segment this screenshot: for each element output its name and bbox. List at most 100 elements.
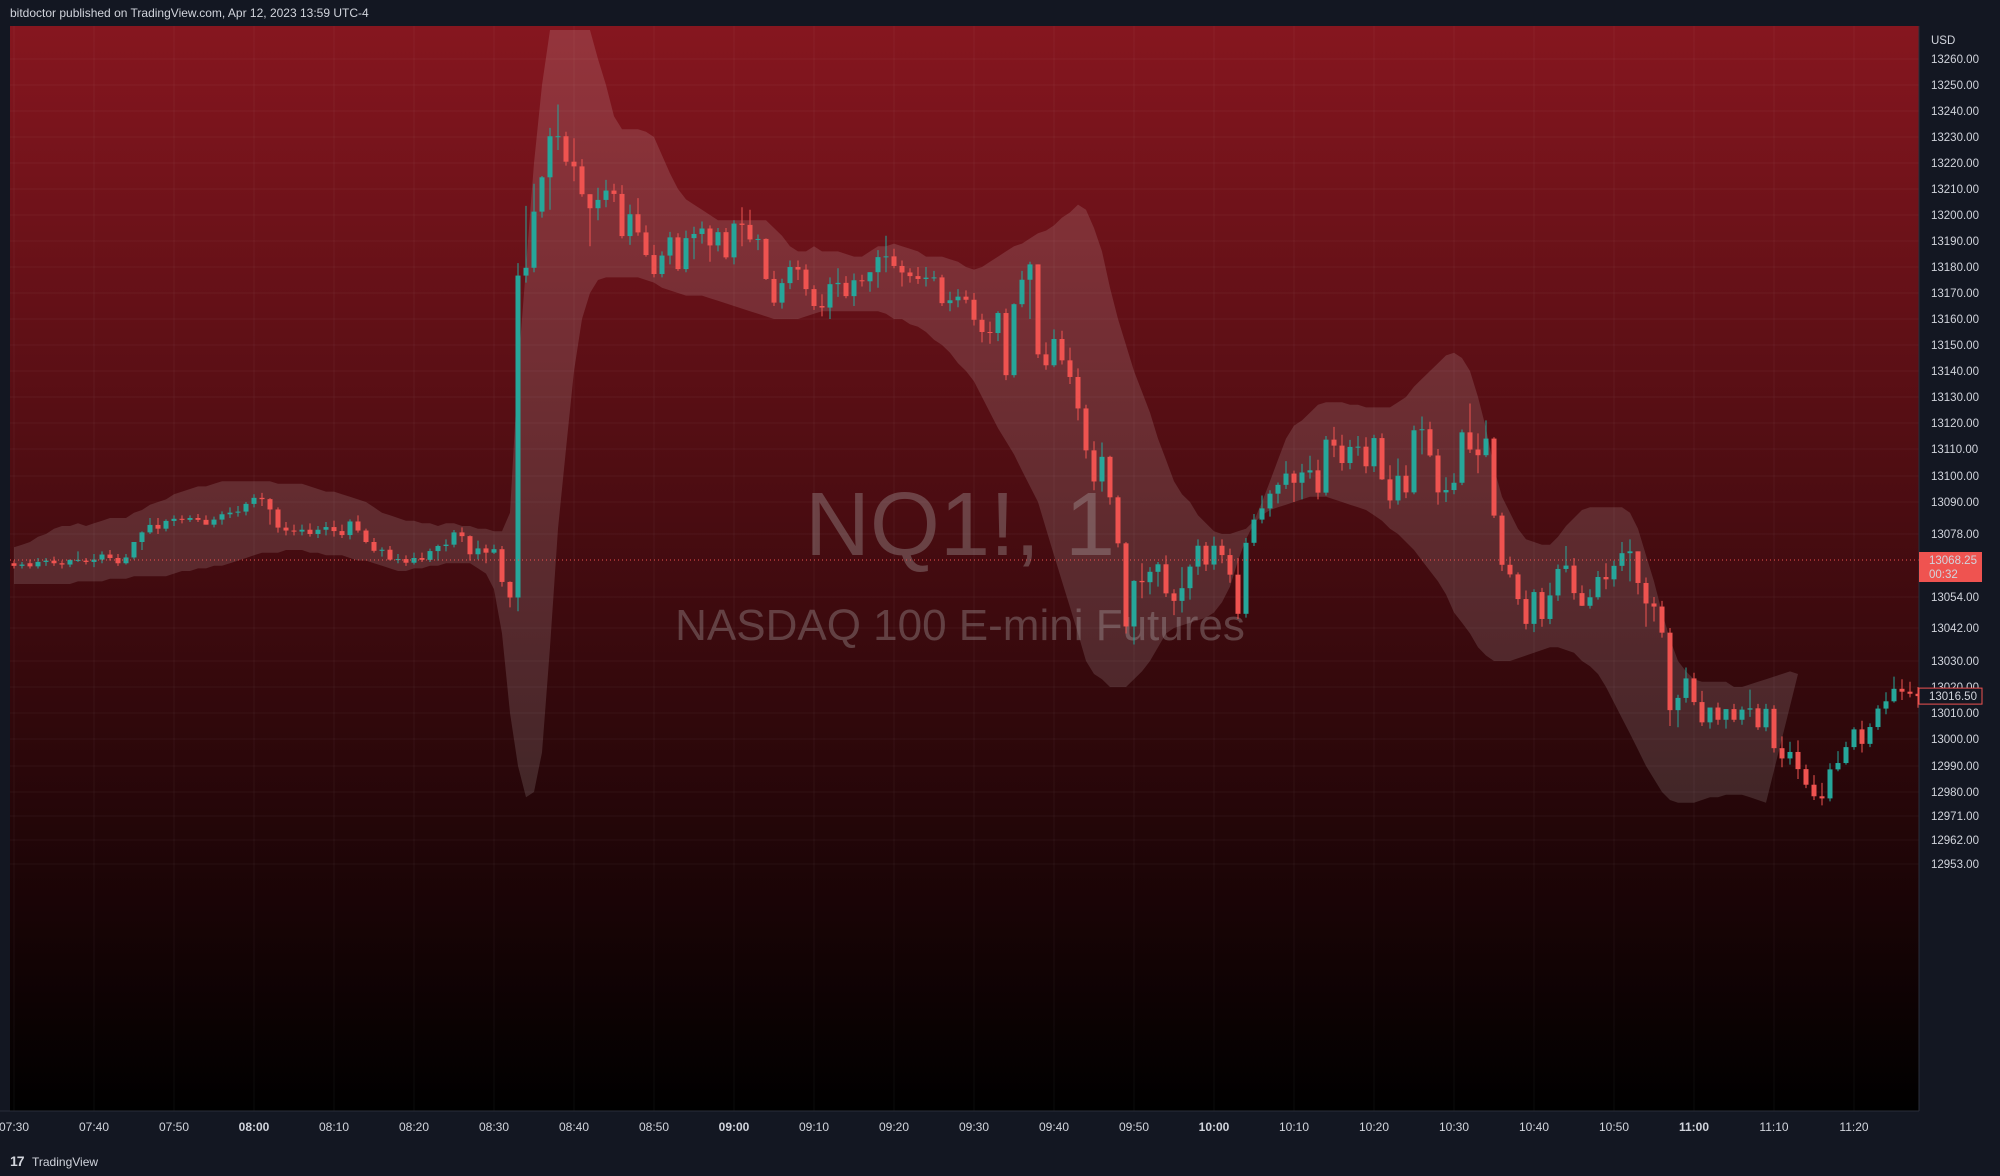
tradingview-logo-icon[interactable]: 17 xyxy=(10,1153,25,1169)
candle xyxy=(259,492,265,506)
candle-body xyxy=(1115,497,1121,544)
price-tick: 13042.00 xyxy=(1931,623,1979,635)
candle-body xyxy=(1003,313,1009,376)
candle xyxy=(747,209,753,243)
price-tick: 13090.00 xyxy=(1931,497,1979,509)
candle xyxy=(1787,741,1793,765)
candle-body xyxy=(579,166,585,195)
candle-body xyxy=(227,512,233,515)
candle-body xyxy=(1139,580,1145,583)
candle xyxy=(947,291,953,312)
candle-body xyxy=(1739,709,1745,720)
price-tick: 13110.00 xyxy=(1931,444,1978,456)
candle-body xyxy=(1123,543,1129,627)
candle-body xyxy=(627,214,633,237)
candle-body xyxy=(1259,508,1265,520)
candle xyxy=(235,506,241,517)
candle-body xyxy=(467,536,473,555)
candle xyxy=(275,507,281,533)
candle-body xyxy=(547,136,553,178)
candle xyxy=(867,272,873,292)
candle-body xyxy=(1459,432,1465,483)
time-tick: 07:30 xyxy=(0,1120,29,1134)
candle xyxy=(1499,512,1505,572)
candle xyxy=(1843,741,1849,765)
candle xyxy=(1395,458,1401,505)
candle xyxy=(763,238,769,280)
candle xyxy=(1387,465,1393,509)
candle xyxy=(707,225,713,262)
candle-body xyxy=(1227,555,1233,575)
candle-body xyxy=(1883,701,1889,709)
price-chart[interactable]: NQ1!, 1 NASDAQ 100 E-mini Futures USD 13… xyxy=(0,0,2000,1146)
candle xyxy=(1547,582,1553,625)
candle xyxy=(539,176,545,218)
candle xyxy=(1099,442,1105,492)
candle-body xyxy=(1691,678,1697,703)
candle xyxy=(1403,465,1409,499)
candle-body xyxy=(995,313,1001,334)
candle xyxy=(1243,538,1249,618)
candle-body xyxy=(323,527,329,530)
candle-body xyxy=(915,276,921,279)
candle xyxy=(1475,433,1481,474)
candle xyxy=(1179,567,1185,613)
candle-body xyxy=(675,237,681,270)
candle xyxy=(1675,694,1681,728)
candle xyxy=(507,581,513,608)
candle xyxy=(1275,482,1281,504)
currency-label: USD xyxy=(1931,35,1955,47)
candle-body xyxy=(1315,470,1321,493)
price-tick: 13078.00 xyxy=(1931,529,1979,541)
price-ticks: 13260.00 13250.00 13240.00 13230.00 13220.00… xyxy=(1931,54,1979,871)
candle-body xyxy=(1507,564,1513,575)
candle-body xyxy=(347,521,353,536)
candle xyxy=(1835,751,1841,772)
candle xyxy=(643,225,649,257)
candle-body xyxy=(1891,688,1897,702)
time-tick: 10:20 xyxy=(1359,1120,1389,1134)
candle xyxy=(155,518,161,534)
candle xyxy=(1715,702,1721,725)
price-tick: 13010.00 xyxy=(1931,708,1979,720)
candle xyxy=(1195,539,1201,575)
candle-body xyxy=(1771,708,1777,749)
time-tick: 09:10 xyxy=(799,1120,829,1134)
candle xyxy=(1515,572,1521,605)
time-tick: 09:00 xyxy=(719,1120,750,1134)
candle xyxy=(27,559,33,569)
candle xyxy=(1067,347,1073,384)
time-axis[interactable] xyxy=(0,1111,1919,1146)
candle xyxy=(1667,628,1673,726)
candle-body xyxy=(403,559,409,563)
candle-body xyxy=(1731,709,1737,720)
price-tick: 13200.00 xyxy=(1931,210,1979,222)
price-tick: 13140.00 xyxy=(1931,366,1979,378)
current-price-label: 13068.25 00:32 xyxy=(1919,552,1982,582)
candle-body xyxy=(1483,438,1489,456)
candle-body xyxy=(451,532,457,545)
candle xyxy=(1659,600,1665,638)
candle-body xyxy=(571,161,577,167)
candle-body xyxy=(1867,727,1873,744)
candle xyxy=(1251,514,1257,546)
candle-body xyxy=(1491,438,1497,516)
candle-body xyxy=(1539,592,1545,619)
candle-body xyxy=(147,524,153,533)
candle-body xyxy=(603,190,609,200)
candle-body xyxy=(1915,693,1921,697)
candle-body xyxy=(27,563,33,567)
candle xyxy=(1747,689,1753,717)
candle-body xyxy=(1011,304,1017,376)
candle xyxy=(59,560,65,569)
candle-body xyxy=(1635,551,1641,583)
candle xyxy=(1731,703,1737,723)
tradingview-brand[interactable]: TradingView xyxy=(32,1155,99,1169)
time-tick: 09:30 xyxy=(959,1120,989,1134)
candle-body xyxy=(1219,545,1225,556)
candle-body xyxy=(1299,472,1305,483)
candle xyxy=(955,289,961,308)
candle-body xyxy=(1131,580,1137,627)
candle-body xyxy=(891,256,897,266)
candle xyxy=(899,260,905,287)
